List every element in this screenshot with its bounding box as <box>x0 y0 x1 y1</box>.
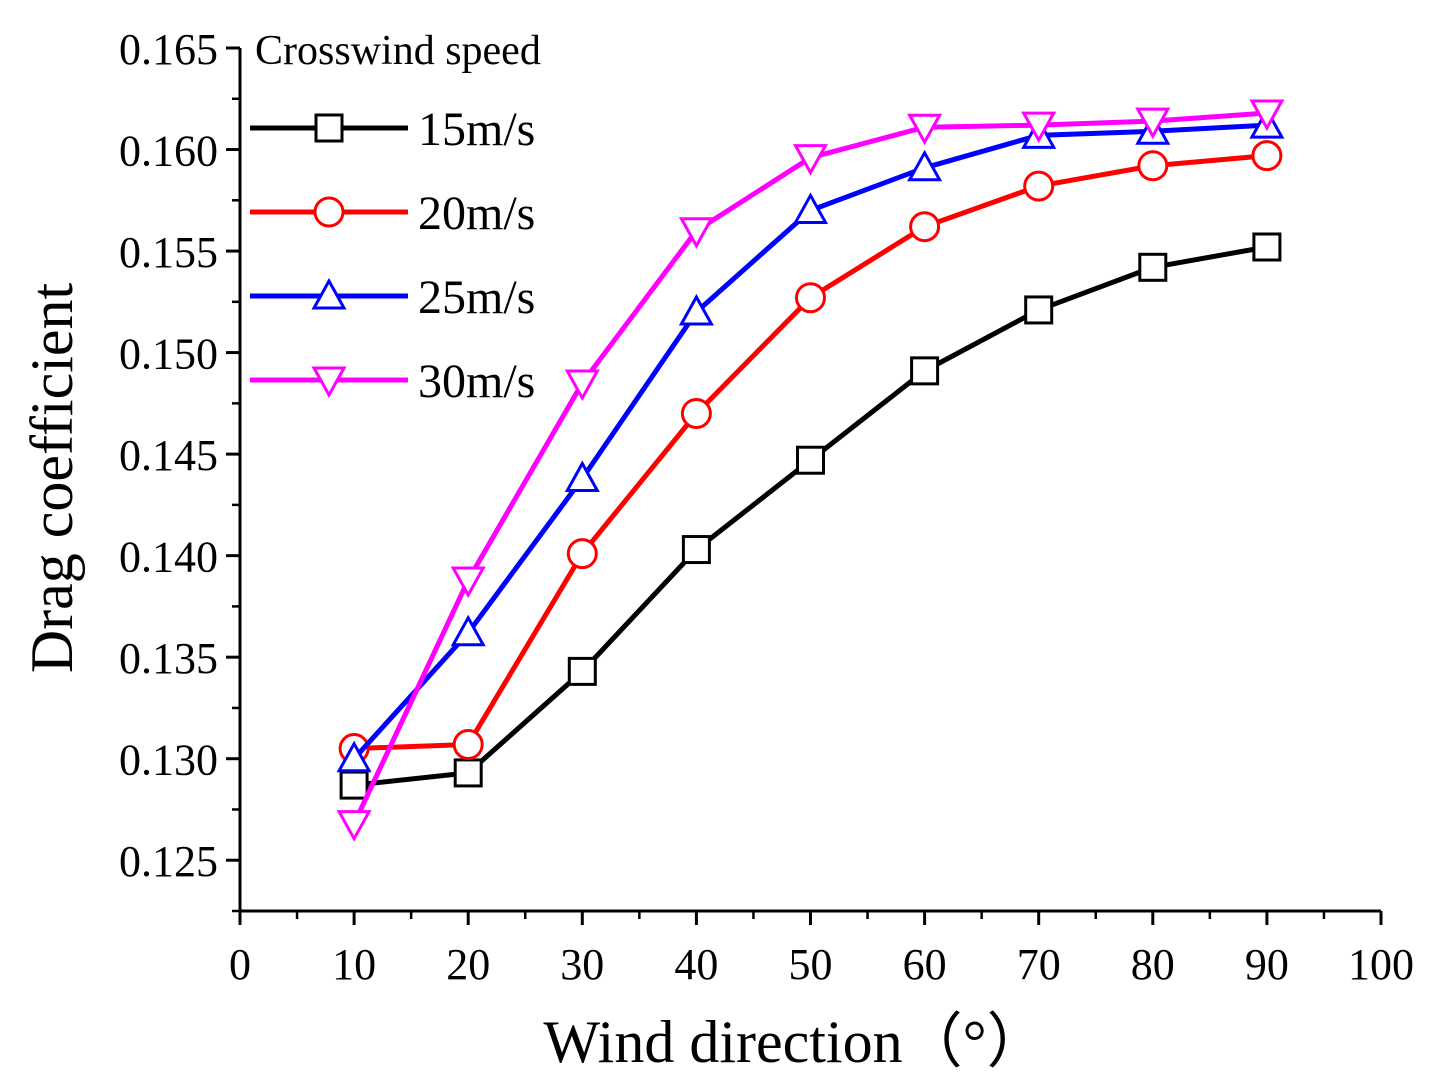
y-tick-label: 0.165 <box>119 25 218 74</box>
y-tick-label: 0.155 <box>119 228 218 277</box>
data-point <box>680 398 712 430</box>
data-point <box>1137 150 1169 182</box>
y-axis-title: Drag coefficient <box>19 282 85 673</box>
x-tick-label: 100 <box>1348 940 1414 989</box>
legend: Crosswind speed 15m/s 20m/s 25m/s 30m/s <box>250 28 541 408</box>
legend-item: 20m/s <box>250 187 535 240</box>
data-point <box>796 445 825 475</box>
data-point <box>564 369 600 402</box>
legend-item: 25m/s <box>250 271 535 324</box>
x-tick-label: 10 <box>332 940 376 989</box>
data-point <box>678 293 714 326</box>
legend-marker <box>311 366 347 399</box>
x-tick-label: 0 <box>229 940 251 989</box>
data-point <box>1023 170 1055 202</box>
data-point <box>1021 111 1057 144</box>
series-15m/s <box>339 232 1282 800</box>
data-point <box>792 144 829 176</box>
data-point <box>907 113 943 146</box>
data-point <box>339 770 369 800</box>
x-tick-label: 20 <box>446 940 490 989</box>
legend-marker <box>313 196 345 228</box>
x-tick-label: 40 <box>674 940 718 989</box>
x-axis-title: Wind direction（°） <box>543 1009 1046 1075</box>
x-tick-label: 70 <box>1017 940 1061 989</box>
legend-label: 15m/s <box>418 103 535 156</box>
legend-marker <box>311 277 347 310</box>
data-point <box>450 614 486 647</box>
x-tick-label: 60 <box>903 940 947 989</box>
x-tick-label: 90 <box>1245 940 1289 989</box>
data-point <box>910 356 940 386</box>
data-point <box>453 758 483 788</box>
x-tick-label: 80 <box>1131 940 1175 989</box>
y-tick-label: 0.150 <box>119 330 218 379</box>
legend-label: 30m/s <box>418 355 535 408</box>
data-point <box>681 535 711 565</box>
series-20m/s <box>338 140 1283 765</box>
legend-item: 15m/s <box>250 103 535 156</box>
data-point <box>567 656 597 686</box>
data-point <box>450 566 486 599</box>
x-tick-label: 30 <box>560 940 604 989</box>
data-point <box>907 149 943 182</box>
y-tick-label: 0.125 <box>119 837 218 886</box>
data-point <box>1249 99 1285 132</box>
legend-label: 20m/s <box>418 187 535 240</box>
y-tick-label: 0.135 <box>119 634 218 683</box>
axes: 0 10 20 30 40 50 60 70 80 90 100 0.125 0.130 0.135 0.1… <box>119 25 1414 989</box>
legend-title: Crosswind speed <box>255 28 541 74</box>
data-point <box>1135 107 1171 140</box>
x-tick-label: 50 <box>789 940 833 989</box>
y-tick-label: 0.140 <box>119 533 218 582</box>
data-point <box>1138 252 1168 282</box>
legend-label: 25m/s <box>418 271 535 324</box>
data-point <box>795 282 826 314</box>
data-point <box>566 538 598 570</box>
legend-item: 30m/s <box>250 355 535 408</box>
series-30m/s <box>336 99 1285 842</box>
data-point <box>336 810 372 842</box>
y-tick-label: 0.145 <box>119 431 218 480</box>
data-point <box>564 460 600 492</box>
data-point <box>678 217 714 249</box>
y-tick-label: 0.130 <box>119 736 218 785</box>
data-point <box>1252 232 1282 262</box>
data-point <box>452 728 484 760</box>
data-point <box>336 740 372 773</box>
legend-marker <box>314 113 344 143</box>
y-tick-label: 0.160 <box>119 127 218 176</box>
data-point <box>1024 295 1054 325</box>
plot-series <box>336 99 1285 842</box>
data-point <box>1251 140 1283 172</box>
data-point <box>909 211 941 243</box>
data-point <box>792 192 829 224</box>
